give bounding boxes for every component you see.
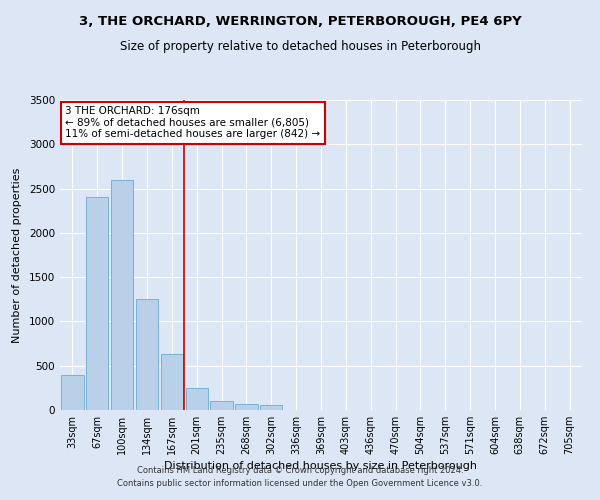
Bar xyxy=(161,354,183,410)
Text: 3 THE ORCHARD: 176sqm
← 89% of detached houses are smaller (6,805)
11% of semi-d: 3 THE ORCHARD: 176sqm ← 89% of detached … xyxy=(65,106,320,140)
Bar xyxy=(235,404,257,410)
Bar xyxy=(61,374,83,410)
Y-axis label: Number of detached properties: Number of detached properties xyxy=(12,168,22,342)
X-axis label: Distribution of detached houses by size in Peterborough: Distribution of detached houses by size … xyxy=(164,461,478,471)
Text: Contains HM Land Registry data © Crown copyright and database right 2024.
Contai: Contains HM Land Registry data © Crown c… xyxy=(118,466,482,487)
Bar xyxy=(136,300,158,410)
Text: Size of property relative to detached houses in Peterborough: Size of property relative to detached ho… xyxy=(119,40,481,53)
Bar xyxy=(211,401,233,410)
Bar xyxy=(260,405,283,410)
Bar xyxy=(86,198,109,410)
Bar xyxy=(185,388,208,410)
Bar xyxy=(111,180,133,410)
Text: 3, THE ORCHARD, WERRINGTON, PETERBOROUGH, PE4 6PY: 3, THE ORCHARD, WERRINGTON, PETERBOROUGH… xyxy=(79,15,521,28)
